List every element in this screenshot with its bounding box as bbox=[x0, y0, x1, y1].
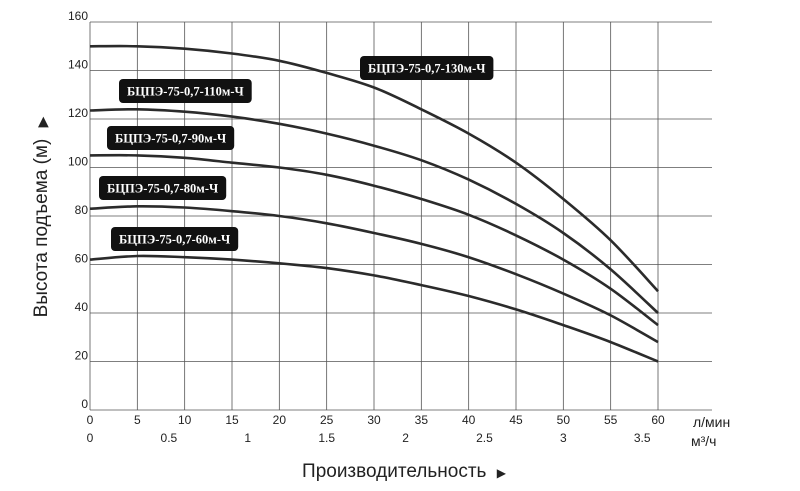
y-axis-arrow-icon: ▶ bbox=[34, 116, 50, 127]
x2-tick-label-4: 2 bbox=[402, 431, 409, 445]
y-tick-label-80: 80 bbox=[75, 203, 89, 217]
x-axis-title-text: Производительность bbox=[302, 461, 487, 482]
series-label-text-1: БЦПЭ-75-0,7-110м-Ч bbox=[127, 85, 244, 99]
series-label-text-2: БЦПЭ-75-0,7-90м-Ч bbox=[115, 132, 226, 146]
x-axis-arrow-icon: ▶ bbox=[497, 466, 507, 480]
x-unit-primary: л/мин bbox=[693, 414, 730, 430]
y-tick-label-120: 120 bbox=[68, 106, 88, 120]
y-axis-title: Высота подъема (м) ▶ bbox=[31, 116, 52, 317]
series-label-0: БЦПЭ-75-0,7-130м-Ч bbox=[360, 56, 494, 80]
performance-curves bbox=[89, 44, 659, 363]
y-tick-label-140: 140 bbox=[68, 58, 88, 72]
x-tick-label-60: 60 bbox=[651, 413, 665, 427]
x-tick-labels-lpm: 0 5 10 15 20 25 30 35 40 45 50 55 60 bbox=[87, 413, 665, 427]
x-tick-label-5: 5 bbox=[134, 413, 141, 427]
curve-series-1 bbox=[89, 107, 659, 314]
x-tick-label-20: 20 bbox=[273, 413, 287, 427]
x-tick-label-0: 0 bbox=[87, 413, 94, 427]
series-label-3: БЦПЭ-75-0,7-80м-Ч bbox=[99, 176, 227, 200]
x2-tick-label-2: 1 bbox=[244, 431, 251, 445]
series-label-1: БЦПЭ-75-0,7-110м-Ч bbox=[119, 79, 252, 103]
x-tick-label-45: 45 bbox=[509, 413, 523, 427]
curve-series-4 bbox=[89, 254, 659, 363]
curve-series-2 bbox=[89, 153, 659, 327]
y-tick-label-100: 100 bbox=[68, 155, 88, 169]
series-label-text-3: БЦПЭ-75-0,7-80м-Ч bbox=[107, 182, 218, 196]
y-tick-label-0: 0 bbox=[81, 397, 88, 411]
y-tick-label-40: 40 bbox=[75, 300, 89, 314]
y-tick-label-20: 20 bbox=[75, 349, 89, 363]
x-tick-label-15: 15 bbox=[225, 413, 239, 427]
series-label-box-3 bbox=[99, 176, 227, 200]
curve-series-0 bbox=[89, 44, 659, 293]
x2-tick-label-6: 3 bbox=[560, 431, 567, 445]
svg-text:Высота подъема (м) ▶: Высота подъема (м) ▶ bbox=[31, 116, 52, 317]
x2-tick-label-0: 0 bbox=[87, 431, 94, 445]
y-tick-label-60: 60 bbox=[75, 252, 89, 266]
x-tick-label-50: 50 bbox=[557, 413, 571, 427]
x-tick-label-35: 35 bbox=[415, 413, 429, 427]
grid bbox=[89, 21, 712, 411]
series-label-box-2 bbox=[107, 126, 235, 150]
series-label-box-1 bbox=[119, 79, 252, 103]
x2-tick-label-3: 1.5 bbox=[318, 431, 335, 445]
series-label-2: БЦПЭ-75-0,7-90м-Ч bbox=[107, 126, 235, 150]
x-unit-secondary: м³/ч bbox=[691, 433, 716, 449]
y-axis-title-text: Высота подъема (м) bbox=[31, 139, 52, 318]
series-label-4: БЦПЭ-75-0,7-60м-Ч bbox=[111, 227, 239, 251]
x-tick-label-55: 55 bbox=[604, 413, 618, 427]
x-tick-labels-m3h: 0 0.5 1 1.5 2 2.5 3 3.5 bbox=[87, 431, 651, 445]
series-label-text-0: БЦПЭ-75-0,7-130м-Ч bbox=[368, 62, 485, 76]
series-labels: БЦПЭ-75-0,7-130м-Ч БЦПЭ-75-0,7-110м-Ч БЦПЭ… bbox=[99, 56, 494, 251]
x-tick-label-30: 30 bbox=[367, 413, 381, 427]
curve-series-3 bbox=[89, 204, 659, 344]
x-tick-label-10: 10 bbox=[178, 413, 192, 427]
x2-tick-label-5: 2.5 bbox=[476, 431, 493, 445]
x2-tick-label-1: 0.5 bbox=[161, 431, 178, 445]
series-label-box-0 bbox=[360, 56, 494, 80]
x2-tick-label-7: 3.5 bbox=[634, 431, 651, 445]
series-label-box-4 bbox=[111, 227, 239, 251]
x-tick-label-40: 40 bbox=[462, 413, 476, 427]
series-label-text-4: БЦПЭ-75-0,7-60м-Ч bbox=[119, 233, 230, 247]
y-tick-label-160: 160 bbox=[68, 9, 88, 23]
y-tick-labels: 0 20 40 60 80 100 120 140 160 bbox=[68, 9, 88, 411]
x-axis-title: Производительность ▶ bbox=[302, 461, 507, 482]
x-tick-label-25: 25 bbox=[320, 413, 334, 427]
